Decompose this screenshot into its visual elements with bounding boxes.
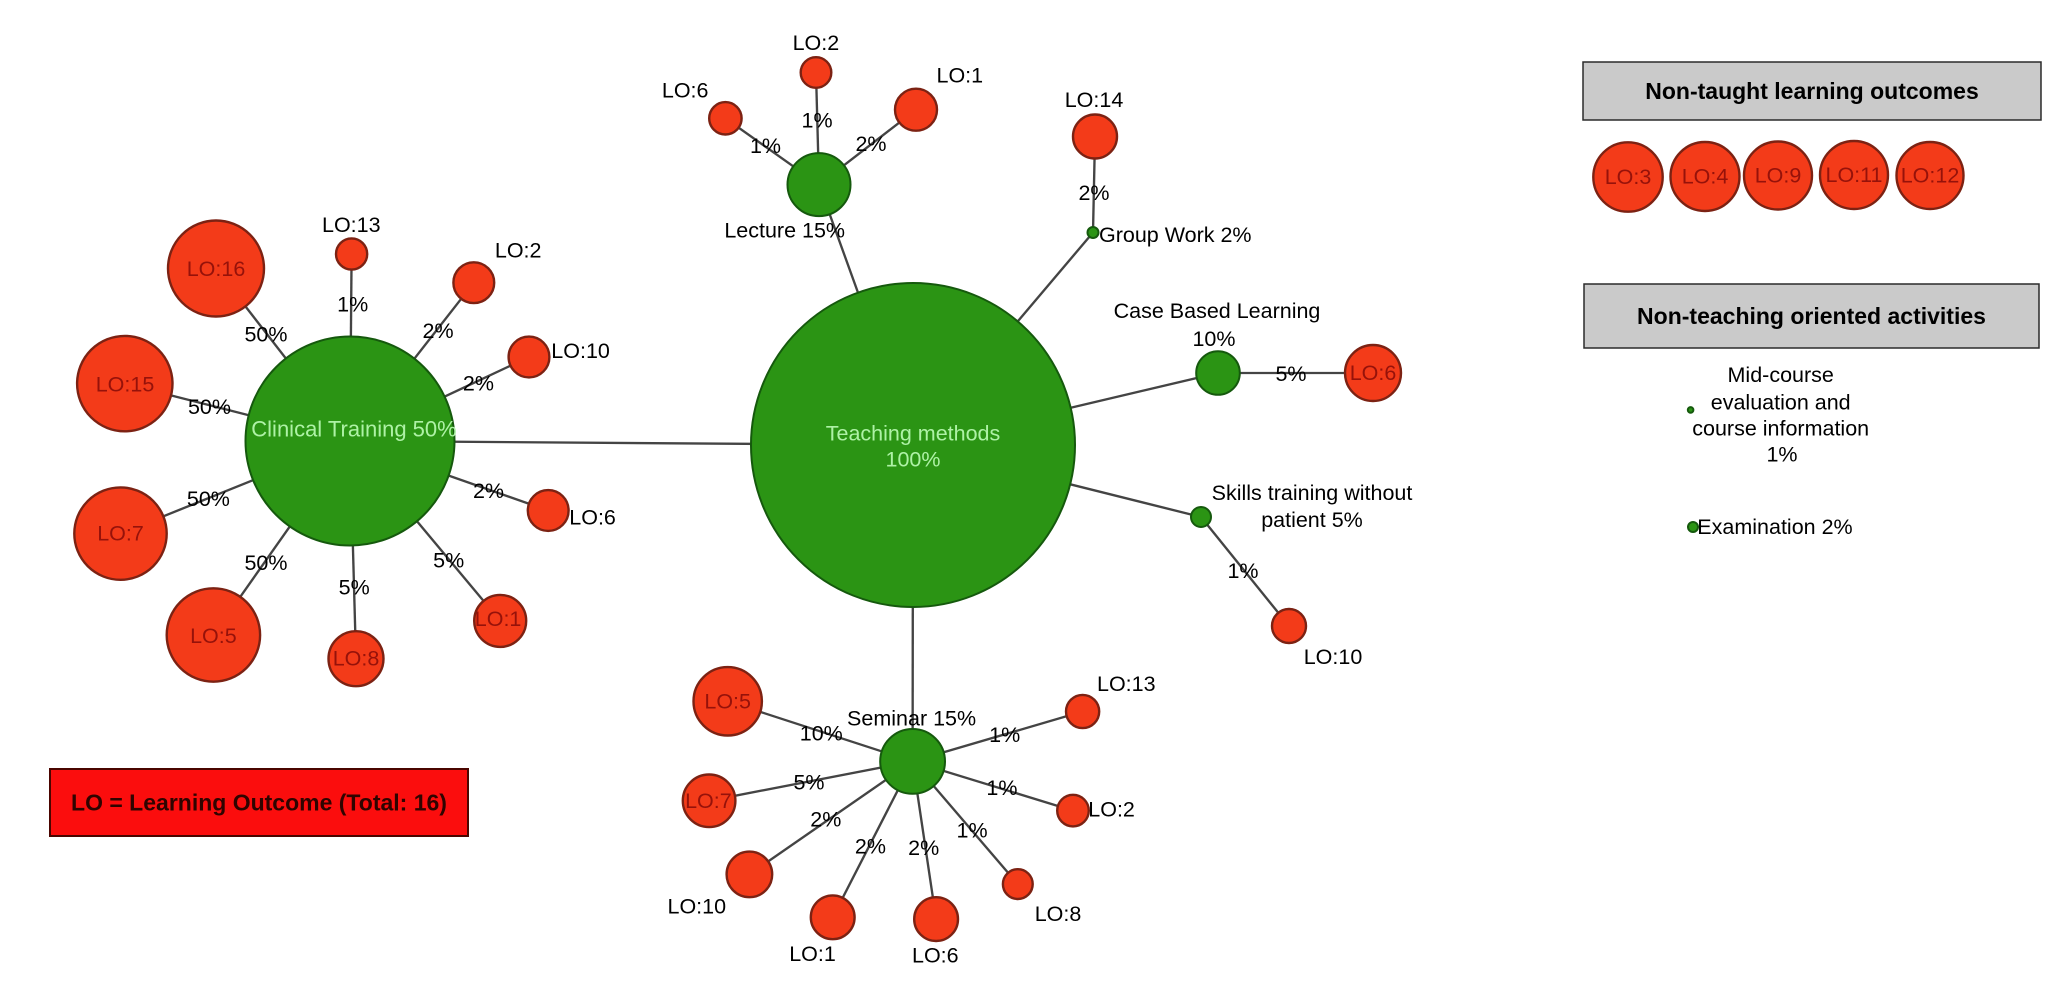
svg-text:LO:2: LO:2 — [1088, 798, 1135, 822]
svg-text:course information: course information — [1692, 417, 1869, 441]
svg-text:LO:1: LO:1 — [789, 942, 836, 966]
svg-text:patient 5%: patient 5% — [1261, 508, 1363, 532]
svg-text:LO:1: LO:1 — [475, 607, 522, 631]
svg-text:LO:4: LO:4 — [1682, 165, 1729, 189]
svg-text:Teaching methods: Teaching methods — [826, 422, 1001, 446]
svg-text:5%: 5% — [793, 771, 824, 795]
svg-text:2%: 2% — [810, 807, 841, 831]
svg-text:LO:15: LO:15 — [96, 373, 155, 397]
svg-text:LO:1: LO:1 — [936, 64, 983, 88]
svg-text:LO:5: LO:5 — [190, 624, 237, 648]
svg-text:1%: 1% — [750, 134, 781, 158]
svg-text:1%: 1% — [337, 293, 368, 317]
svg-text:LO:6: LO:6 — [1350, 361, 1397, 385]
svg-text:LO:2: LO:2 — [793, 31, 840, 55]
svg-text:LO:13: LO:13 — [322, 213, 381, 237]
svg-text:2%: 2% — [908, 836, 939, 860]
svg-text:LO:8: LO:8 — [333, 647, 380, 671]
svg-text:1%: 1% — [986, 776, 1017, 800]
svg-text:50%: 50% — [187, 487, 230, 511]
svg-text:50%: 50% — [188, 395, 231, 419]
svg-text:10%: 10% — [800, 721, 843, 745]
svg-text:2%: 2% — [473, 479, 504, 503]
svg-text:2%: 2% — [423, 319, 454, 343]
svg-text:Clinical Training 50%: Clinical Training 50% — [251, 417, 456, 442]
svg-text:LO:7: LO:7 — [685, 789, 732, 813]
svg-text:LO:9: LO:9 — [1755, 164, 1802, 188]
svg-text:LO:6: LO:6 — [569, 506, 616, 530]
svg-text:2%: 2% — [855, 132, 886, 156]
svg-text:10%: 10% — [1192, 327, 1235, 351]
svg-text:LO:10: LO:10 — [1304, 645, 1363, 669]
svg-text:1%: 1% — [957, 819, 988, 843]
svg-text:Case Based Learning: Case Based Learning — [1114, 299, 1321, 323]
svg-text:1%: 1% — [802, 109, 833, 133]
svg-text:LO:11: LO:11 — [1826, 163, 1883, 187]
svg-text:LO:16: LO:16 — [187, 257, 246, 281]
svg-text:100%: 100% — [886, 448, 941, 472]
svg-text:LO:13: LO:13 — [1097, 672, 1156, 696]
svg-text:1%: 1% — [989, 723, 1020, 747]
svg-text:LO:3: LO:3 — [1605, 165, 1652, 189]
svg-text:Lecture 15%: Lecture 15% — [724, 219, 845, 243]
svg-text:5%: 5% — [1275, 362, 1306, 386]
svg-text:LO:7: LO:7 — [97, 522, 144, 546]
svg-text:Examination 2%: Examination 2% — [1697, 515, 1852, 539]
svg-text:LO:14: LO:14 — [1065, 88, 1124, 112]
svg-text:LO:8: LO:8 — [1035, 902, 1082, 926]
svg-text:LO:2: LO:2 — [495, 238, 542, 262]
svg-text:LO:10: LO:10 — [551, 339, 610, 363]
svg-text:Non-teaching oriented activiti: Non-teaching oriented activities — [1637, 303, 1986, 329]
svg-text:Skills training without: Skills training without — [1212, 481, 1413, 505]
svg-text:1%: 1% — [1766, 442, 1797, 466]
svg-text:Mid-course: Mid-course — [1728, 363, 1834, 387]
svg-text:LO:5: LO:5 — [704, 690, 751, 714]
svg-text:Seminar 15%: Seminar 15% — [847, 706, 976, 730]
svg-text:LO:10: LO:10 — [668, 895, 727, 919]
svg-text:5%: 5% — [433, 549, 464, 573]
svg-text:50%: 50% — [244, 551, 287, 575]
svg-text:LO = Learning Outcome (Total:: LO = Learning Outcome (Total: 16) — [71, 790, 447, 816]
svg-text:2%: 2% — [463, 372, 494, 396]
svg-text:2%: 2% — [1078, 181, 1109, 205]
svg-text:LO:6: LO:6 — [912, 944, 959, 968]
svg-text:Group Work 2%: Group Work 2% — [1099, 223, 1252, 247]
svg-text:LO:12: LO:12 — [1901, 164, 1960, 188]
svg-text:evaluation and: evaluation and — [1711, 391, 1851, 415]
svg-text:Non-taught learning outcomes: Non-taught learning outcomes — [1645, 78, 1979, 104]
svg-text:50%: 50% — [244, 323, 287, 347]
svg-text:5%: 5% — [339, 576, 370, 600]
svg-text:2%: 2% — [855, 834, 886, 858]
svg-text:LO:6: LO:6 — [662, 79, 709, 103]
svg-text:1%: 1% — [1227, 559, 1258, 583]
